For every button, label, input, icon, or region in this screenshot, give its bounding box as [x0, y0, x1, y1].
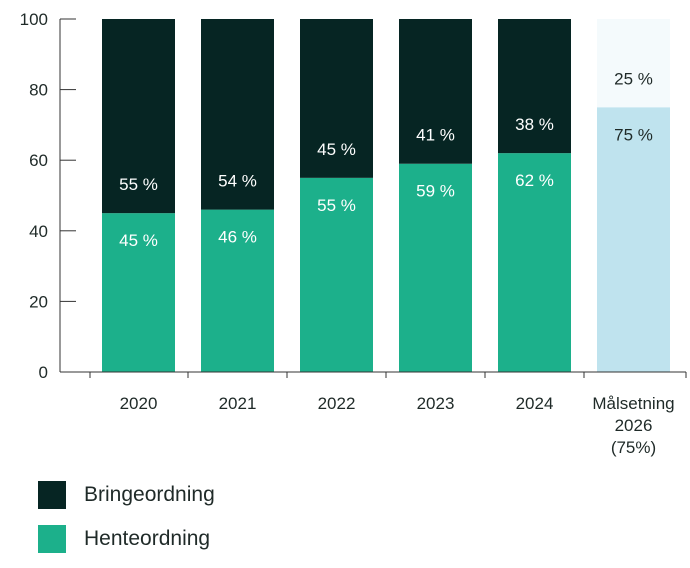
x-tick-label: 2023	[417, 394, 455, 413]
legend-label: Henteordning	[84, 527, 211, 550]
x-tick-label: 2026	[615, 416, 653, 435]
y-tick-label: 40	[29, 222, 48, 241]
y-tick-label: 80	[29, 81, 48, 100]
bar-henteordning	[597, 107, 670, 372]
y-tick-label: 60	[29, 151, 48, 170]
x-tick-label: (75%)	[611, 438, 656, 457]
x-tick-label: Målsetning	[592, 394, 674, 413]
bar-bringeordning	[201, 19, 274, 210]
data-label-henteordning: 55 %	[317, 196, 356, 215]
data-label-henteordning: 59 %	[416, 182, 455, 201]
legend-swatch-bringeordning	[38, 481, 66, 509]
bar-bringeordning	[300, 19, 373, 178]
data-label-bringeordning: 55 %	[119, 175, 158, 194]
y-tick-label: 0	[39, 363, 48, 382]
y-tick-label: 100	[20, 10, 48, 29]
bar-henteordning	[102, 213, 175, 372]
x-tick-label: 2022	[318, 394, 356, 413]
bar-bringeordning	[102, 19, 175, 214]
bar-bringeordning	[597, 19, 670, 108]
data-label-bringeordning: 41 %	[416, 126, 455, 145]
legend-item-henteordning: Henteordning	[38, 524, 215, 554]
x-tick-label: 2021	[219, 394, 257, 413]
stacked-bar-chart: 45 % 55 % 2020 46 % 54 % 2021 55 % 45 % 2022 59 %…	[20, 10, 687, 457]
data-label-bringeordning: 25 %	[614, 69, 653, 88]
data-label-bringeordning: 38 %	[515, 115, 554, 134]
legend-item-bringeordning: Bringeordning	[38, 480, 215, 510]
data-label-henteordning: 46 %	[218, 228, 257, 247]
x-tick-label: 2024	[516, 394, 554, 413]
data-label-bringeordning: 54 %	[218, 172, 257, 191]
legend-swatch-henteordning	[38, 525, 66, 553]
bar-henteordning	[498, 153, 571, 372]
x-tick-label: 2020	[120, 394, 158, 413]
data-label-henteordning: 45 %	[119, 231, 158, 250]
bar-henteordning	[399, 163, 472, 372]
bar-henteordning	[300, 177, 373, 372]
bar-bringeordning	[498, 19, 571, 154]
bar-henteordning	[201, 209, 274, 372]
bar-bringeordning	[399, 19, 472, 164]
y-tick-label: 20	[29, 292, 48, 311]
data-label-henteordning: 75 %	[614, 125, 653, 144]
legend: Bringeordning Henteordning	[38, 480, 215, 568]
legend-label: Bringeordning	[84, 483, 215, 506]
data-label-henteordning: 62 %	[515, 171, 554, 190]
data-label-bringeordning: 45 %	[317, 140, 356, 159]
